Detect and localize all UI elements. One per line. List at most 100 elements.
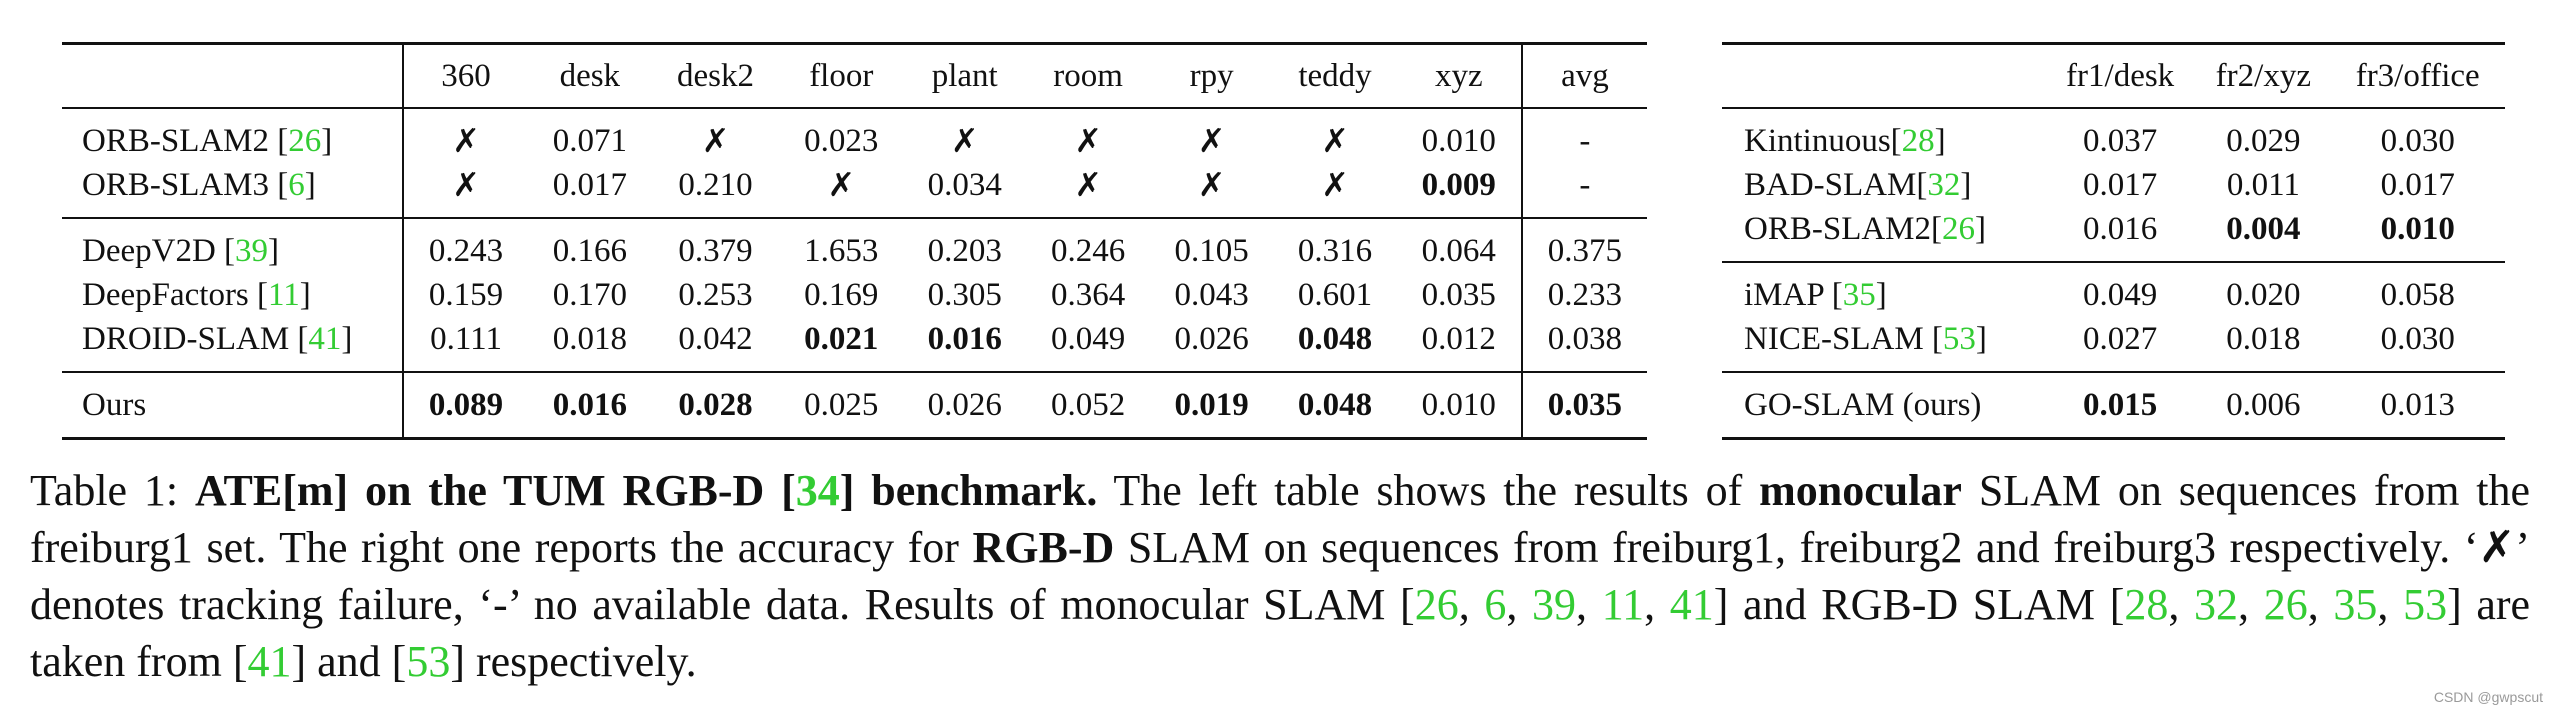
table-cell: 0.023 bbox=[804, 122, 879, 159]
method-name: DeepFactors [11] bbox=[82, 276, 311, 313]
citation-link[interactable]: 6 bbox=[288, 166, 305, 203]
citation-link[interactable]: 32 bbox=[2194, 580, 2239, 629]
column-header: room bbox=[1026, 42, 1150, 109]
citation-link[interactable]: 39 bbox=[1532, 580, 1577, 629]
citation-link[interactable]: 53 bbox=[406, 637, 451, 686]
citation-link[interactable]: 53 bbox=[2403, 580, 2448, 629]
table-cell: ✗ bbox=[1026, 163, 1150, 219]
rgbd-results-table: fr1/desk fr2/xyz fr3/office Kintinuous[2… bbox=[1722, 42, 2505, 440]
table-cell: ✗ bbox=[401, 108, 529, 163]
method-name: Ours bbox=[62, 372, 403, 440]
citation-link[interactable]: 6 bbox=[1484, 580, 1507, 629]
column-header: desk bbox=[528, 42, 652, 109]
table-cell: 0.379 bbox=[678, 232, 753, 269]
citation-link[interactable]: 28 bbox=[1901, 122, 1935, 159]
table-cell: 0.026 bbox=[902, 372, 1027, 440]
table-cell: 1.653 bbox=[804, 232, 879, 269]
column-header: fr2/xyz bbox=[2196, 42, 2331, 109]
table-row: ORB-SLAM3 [6] ✗ 0.017 0.210 ✗ 0.034 ✗ ✗ … bbox=[62, 163, 1647, 219]
table-cell: 0.210 bbox=[651, 163, 780, 219]
table-cell: 0.601 bbox=[1297, 276, 1373, 313]
citation-link[interactable]: 41 bbox=[308, 320, 342, 357]
table-cell: 0.111 bbox=[401, 317, 529, 373]
citation-link[interactable]: 26 bbox=[2263, 580, 2308, 629]
table-cell: 0.013 bbox=[2330, 372, 2505, 440]
citation-link[interactable]: 32 bbox=[1927, 166, 1961, 203]
table-cell: 0.052 bbox=[1026, 372, 1150, 440]
table-row: BAD-SLAM[32] 0.017 0.011 0.017 bbox=[1722, 163, 2505, 207]
table-cell: 0.048 bbox=[1273, 317, 1397, 373]
table-cell: 0.015 bbox=[2044, 372, 2197, 440]
table-header-row: fr1/desk fr2/xyz fr3/office bbox=[1722, 42, 2505, 109]
table-cell: 0.375 bbox=[1520, 218, 1647, 273]
table-cell: 0.025 bbox=[779, 372, 903, 440]
table-cell: 0.019 bbox=[1149, 372, 1274, 440]
table-cell: 0.026 bbox=[1149, 317, 1274, 373]
citation-link[interactable]: 28 bbox=[2124, 580, 2169, 629]
table-cell: 0.043 bbox=[1174, 276, 1249, 313]
table-cell: 0.018 bbox=[528, 317, 652, 373]
table-cell: 0.049 bbox=[2083, 276, 2158, 313]
citation-link[interactable]: 26 bbox=[1414, 580, 1459, 629]
method-name: ORB-SLAM2 [26] bbox=[82, 122, 333, 159]
citation-link[interactable]: 26 bbox=[1942, 210, 1976, 247]
table-caption: Table 1: ATE[m] on the TUM RGB-D [34] be… bbox=[30, 466, 2531, 686]
table-cell: 0.305 bbox=[927, 276, 1002, 313]
table-cell: 0.017 bbox=[2083, 166, 2158, 203]
table-row: GO-SLAM (ours) 0.015 0.006 0.013 bbox=[1722, 372, 2505, 440]
column-header: desk2 bbox=[651, 42, 780, 109]
citation-link[interactable]: 11 bbox=[1601, 580, 1645, 629]
caption-emphasis: monocular bbox=[1759, 466, 1962, 515]
table-row: Kintinuous[28] 0.037 0.029 0.030 bbox=[1722, 108, 2505, 163]
table-cell: 0.011 bbox=[2226, 166, 2300, 203]
table-row: DROID-SLAM [41] 0.111 0.018 0.042 0.021 … bbox=[62, 317, 1647, 373]
method-name: iMAP [35] bbox=[1744, 276, 1887, 313]
citation-link[interactable]: 41 bbox=[1669, 580, 1714, 629]
table-cell: ✗ bbox=[1149, 163, 1274, 219]
table-cell: 0.038 bbox=[1520, 317, 1647, 373]
table-cell: 0.048 bbox=[1273, 372, 1397, 440]
citation-link[interactable]: 26 bbox=[288, 122, 322, 159]
table-cell: 0.009 bbox=[1396, 163, 1522, 219]
table-cell: 0.020 bbox=[2226, 276, 2301, 313]
table-cell: 0.089 bbox=[401, 372, 529, 440]
column-header: rpy bbox=[1149, 42, 1274, 109]
table-row: DeepV2D [39] 0.243 0.166 0.379 1.653 0.2… bbox=[62, 218, 1647, 273]
citation-link[interactable]: 11 bbox=[268, 276, 300, 313]
table-cell: ✗ bbox=[1273, 163, 1397, 219]
column-header: floor bbox=[779, 42, 903, 109]
table-cell: 0.030 bbox=[2380, 122, 2455, 159]
table-row: ORB-SLAM2 [26] ✗ 0.071 ✗ 0.023 ✗ ✗ ✗ ✗ 0… bbox=[62, 108, 1647, 163]
table-cell: 0.017 bbox=[528, 163, 652, 219]
column-header: fr3/office bbox=[2330, 42, 2505, 109]
citation-link[interactable]: 35 bbox=[2333, 580, 2378, 629]
table-row: iMAP [35] 0.049 0.020 0.058 bbox=[1722, 262, 2505, 317]
table-cell: 0.166 bbox=[552, 232, 627, 269]
table-cell: 0.049 bbox=[1026, 317, 1150, 373]
table-cell: 0.169 bbox=[804, 276, 879, 313]
table-cell: 0.203 bbox=[927, 232, 1002, 269]
table-cell: ✗ bbox=[401, 163, 529, 219]
monocular-results-table: 360 desk desk2 floor plant room rpy tedd… bbox=[62, 42, 1647, 440]
column-header: teddy bbox=[1273, 42, 1397, 109]
table-cell: 0.159 bbox=[401, 273, 529, 317]
citation-link[interactable]: 53 bbox=[1942, 320, 1976, 357]
citation-link[interactable]: 39 bbox=[235, 232, 269, 269]
table-cell: ✗ bbox=[779, 163, 903, 219]
watermark: CSDN @gwpscut bbox=[2433, 689, 2543, 705]
table-cell: 0.028 bbox=[651, 372, 780, 440]
citation-link[interactable]: 35 bbox=[1842, 276, 1876, 313]
caption-title: ATE[m] on the TUM RGB-D [34] benchmark. bbox=[195, 466, 1098, 515]
caption-emphasis: RGB-D bbox=[972, 523, 1115, 572]
method-name: ORB-SLAM3 [6] bbox=[62, 163, 403, 219]
citation-link[interactable]: 41 bbox=[247, 637, 292, 686]
column-header: avg bbox=[1520, 42, 1647, 109]
method-header-cell bbox=[1722, 42, 2044, 109]
table-cell: 0.064 bbox=[1421, 232, 1496, 269]
table-cell: 0.027 bbox=[2044, 317, 2197, 373]
table-cell: 0.233 bbox=[1520, 273, 1647, 317]
citation-link[interactable]: 34 bbox=[795, 466, 840, 515]
table-cell: 0.016 bbox=[528, 372, 652, 440]
table-cell: 0.042 bbox=[651, 317, 780, 373]
method-name: BAD-SLAM[32] bbox=[1744, 166, 1972, 203]
